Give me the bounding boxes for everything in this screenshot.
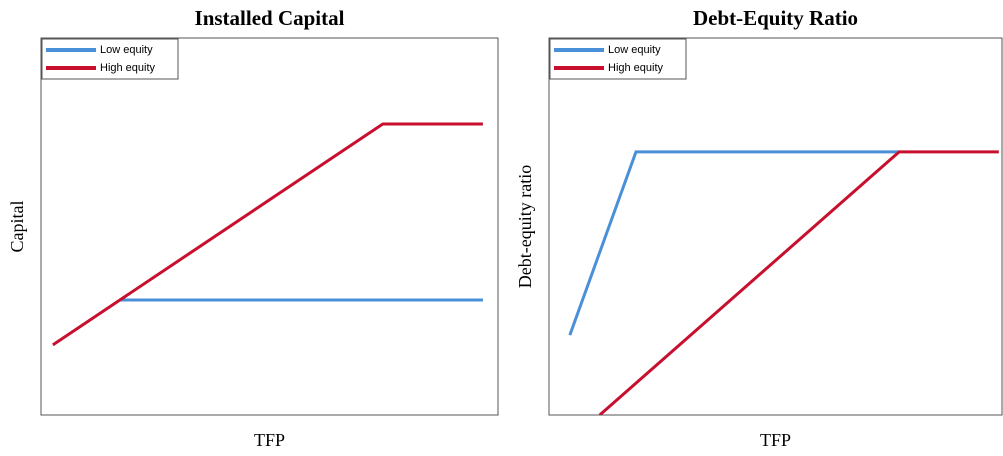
legend-label: Low equity	[100, 44, 153, 56]
line	[52, 122, 483, 347]
chart-title: Installed Capital	[195, 6, 345, 30]
lines	[568, 150, 999, 415]
lines	[52, 122, 483, 347]
legend-label: Low equity	[608, 44, 661, 56]
legend-label: High equity	[608, 62, 664, 74]
legend-box	[41, 38, 179, 80]
chart: Debt-Equity Ratio TFP Debt-equity ratio Low…	[515, 6, 1003, 450]
y-axis-label: Capital	[7, 201, 27, 253]
x-axis-label: TFP	[760, 430, 791, 450]
plot-frame	[548, 37, 1003, 416]
legend-label: High equity	[100, 62, 156, 74]
line	[598, 150, 999, 415]
chart-title: Debt-Equity Ratio	[693, 6, 858, 30]
plot-frame	[40, 37, 499, 416]
x-axis-label: TFP	[254, 430, 285, 450]
legend-box	[549, 38, 687, 80]
y-axis-label: Debt-equity ratio	[515, 165, 535, 288]
chart: Installed Capital TFP Capital Low equity Hig…	[7, 6, 499, 450]
line	[568, 150, 900, 336]
